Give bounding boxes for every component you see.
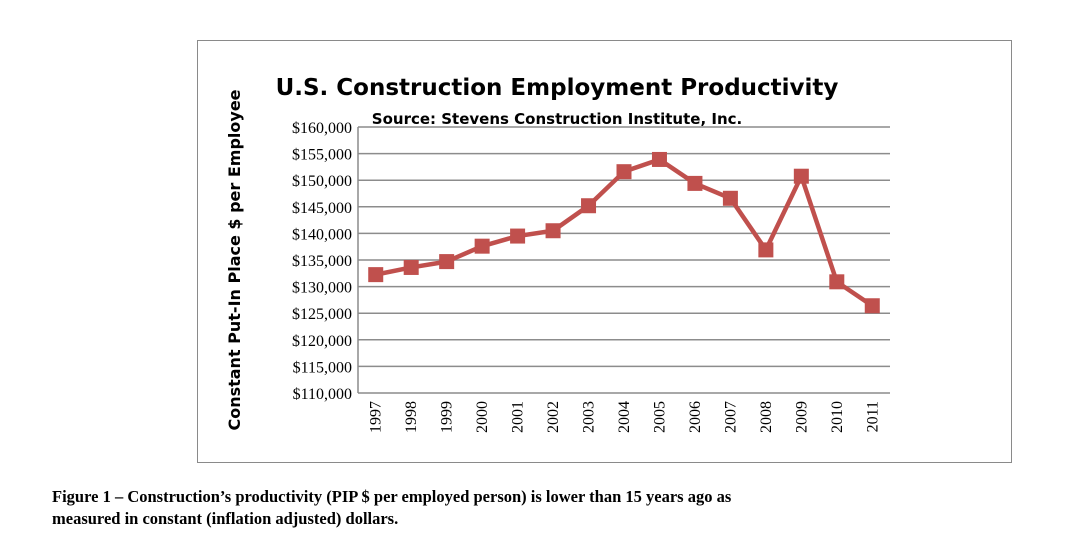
data-point-2003 [581, 198, 597, 214]
x-tick-label: 2000 [474, 401, 491, 433]
caption-line-2: measured in constant (inflation adjusted… [52, 509, 399, 528]
y-tick-label: $135,000 [292, 253, 352, 270]
x-tick-label: 1997 [368, 401, 385, 433]
y-tick-label: $140,000 [292, 226, 352, 243]
chart-frame: U.S. Construction Employment Productivit… [197, 40, 1012, 463]
data-point-2006 [687, 175, 703, 191]
y-tick-label: $120,000 [292, 333, 352, 350]
data-point-1997 [368, 267, 384, 283]
data-point-2010 [829, 274, 845, 290]
y-tick-label: $150,000 [292, 173, 352, 190]
x-tick-label: 2008 [758, 401, 775, 433]
x-tick-label: 1998 [403, 401, 420, 433]
y-axis-label: Constant Put-In Place $ per Employee [225, 89, 244, 430]
y-tick-label: $130,000 [292, 280, 352, 297]
y-tick-label: $125,000 [292, 306, 352, 323]
x-tick-label: 2002 [545, 401, 562, 433]
x-tick-label: 1999 [439, 401, 456, 433]
y-tick-label: $115,000 [293, 359, 352, 376]
data-point-1998 [403, 259, 419, 275]
chart-subtitle: Source: Stevens Construction Institute, … [372, 110, 742, 128]
line-chart: U.S. Construction Employment Productivit… [225, 75, 890, 433]
data-point-2001 [510, 228, 526, 244]
x-tick-label: 2006 [687, 401, 704, 433]
y-tick-label: $145,000 [292, 200, 352, 217]
data-point-2009 [793, 168, 809, 184]
x-tick-label: 2009 [793, 401, 810, 433]
x-tick-label: 2007 [722, 401, 739, 433]
x-tick-label: 2001 [510, 401, 527, 433]
x-tick-label: 2004 [616, 401, 633, 433]
y-tick-label: $155,000 [292, 147, 352, 164]
data-point-2008 [758, 242, 774, 258]
x-tick-label: 2005 [651, 401, 668, 433]
data-point-2005 [651, 151, 667, 167]
x-tick-label: 2011 [864, 401, 881, 432]
caption-line-1: Figure 1 – Construction’s productivity (… [52, 487, 732, 506]
data-point-2011 [864, 298, 880, 314]
chart-title: U.S. Construction Employment Productivit… [276, 75, 839, 101]
data-point-2000 [474, 238, 490, 254]
y-tick-label: $160,000 [292, 120, 352, 137]
y-tick-label: $110,000 [293, 386, 352, 403]
data-point-2002 [545, 223, 561, 239]
x-tick-label: 2003 [581, 401, 598, 433]
data-point-1999 [439, 254, 455, 270]
data-point-2004 [616, 164, 632, 180]
figure-caption: Figure 1 – Construction’s productivity (… [52, 486, 1052, 530]
x-tick-label: 2010 [829, 401, 846, 433]
data-point-2007 [722, 190, 738, 206]
